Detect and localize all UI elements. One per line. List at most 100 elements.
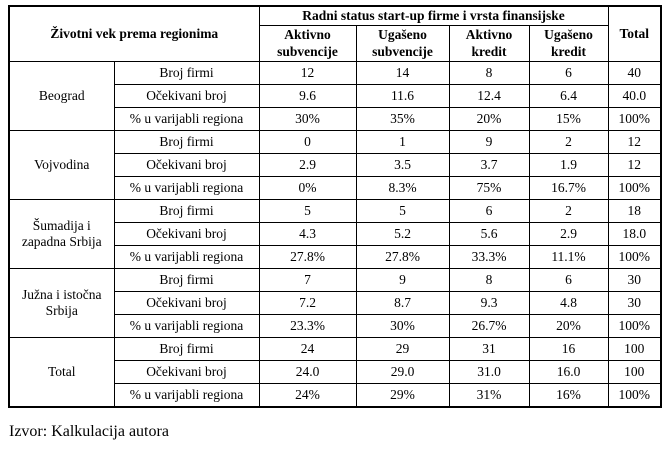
total-value-cell: 100 (607, 337, 662, 362)
table-row: Očekivani broj 4.3 5.2 5.6 2.9 18.0 (9, 222, 662, 247)
value-cell: 30% (355, 314, 450, 339)
stat-label-cell: % u varijabli regiona (113, 107, 260, 132)
stat-label-cell: Očekivani broj (113, 84, 260, 109)
table-row: % u varijabli regiona 0% 8.3% 75% 16.7% … (9, 176, 662, 201)
value-cell: 11.6 (355, 84, 450, 109)
value-cell: 3.7 (448, 153, 530, 178)
stat-label-cell: Broj firmi (113, 337, 260, 362)
value-cell: 33.3% (448, 245, 530, 270)
region-cell-vojvodina: Vojvodina (8, 130, 115, 201)
value-cell: 31 (448, 337, 530, 362)
total-column-header: Total (607, 5, 662, 63)
region-cell-beograd: Beograd (8, 61, 115, 132)
value-cell: 12 (258, 61, 357, 86)
value-cell: 2.9 (258, 153, 357, 178)
value-cell: 30% (258, 107, 357, 132)
stat-label-cell: Očekivani broj (113, 153, 260, 178)
value-cell: 16.7% (528, 176, 609, 201)
corner-header: Životni vek prema regionima (8, 5, 260, 63)
value-cell: 9.6 (258, 84, 357, 109)
value-cell: 5 (258, 199, 357, 224)
value-cell: 2.9 (528, 222, 609, 247)
total-value-cell: 100% (607, 176, 662, 201)
value-cell: 31.0 (448, 360, 530, 385)
stat-label-cell: Očekivani broj (113, 222, 260, 247)
table-row: Total Broj firmi 24 29 31 16 100 (8, 337, 662, 408)
table-row: Šumadija i zapadna Srbija Broj firmi 5 5… (8, 199, 662, 270)
status-group-header: Radni status start-up firme i vrsta fina… (258, 5, 609, 27)
value-cell: 8.7 (355, 291, 450, 316)
value-cell: 6 (528, 61, 609, 86)
stat-label-cell: % u varijabli regiona (113, 245, 260, 270)
value-cell: 24 (258, 337, 357, 362)
total-value-cell: 18.0 (607, 222, 662, 247)
value-cell: 9.3 (448, 291, 530, 316)
value-cell: 20% (448, 107, 530, 132)
column-header-ugaseno-subvencije: Ugašeno subvencije (355, 25, 450, 63)
table-row: % u varijabli regiona 27.8% 27.8% 33.3% … (9, 245, 662, 270)
value-cell: 12.4 (448, 84, 530, 109)
value-cell: 7 (258, 268, 357, 293)
total-value-cell: 12 (607, 130, 662, 155)
table-row: % u varijabli regiona 30% 35% 20% 15% 10… (9, 107, 662, 132)
total-value-cell: 100% (607, 383, 662, 408)
value-cell: 8.3% (355, 176, 450, 201)
value-cell: 27.8% (355, 245, 450, 270)
page: Životni vek prema regionima Radni status… (0, 5, 669, 460)
table-row: % u varijabli regiona 24% 29% 31% 16% 10… (9, 383, 662, 408)
table-row: Beograd Broj firmi 12 14 8 6 40 (8, 61, 662, 132)
value-cell: 24% (258, 383, 357, 408)
value-cell: 5 (355, 199, 450, 224)
value-cell: 27.8% (258, 245, 357, 270)
value-cell: 1 (355, 130, 450, 155)
total-value-cell: 100% (607, 245, 662, 270)
column-header-aktivno-subvencije: Aktivno subvencije (258, 25, 357, 63)
stat-label-cell: Broj firmi (113, 61, 260, 86)
column-header-aktivno-kredit: Aktivno kredit (448, 25, 530, 63)
table-row: Očekivani broj 9.6 11.6 12.4 6.4 40.0 (9, 84, 662, 109)
total-value-cell: 100% (607, 107, 662, 132)
value-cell: 11.1% (528, 245, 609, 270)
value-cell: 35% (355, 107, 450, 132)
value-cell: 4.8 (528, 291, 609, 316)
value-cell: 5.2 (355, 222, 450, 247)
value-cell: 31% (448, 383, 530, 408)
value-cell: 1.9 (528, 153, 609, 178)
value-cell: 29% (355, 383, 450, 408)
crosstab-table: Životni vek prema regionima Radni status… (8, 5, 662, 408)
value-cell: 16% (528, 383, 609, 408)
stat-label-cell: % u varijabli regiona (113, 314, 260, 339)
column-header-ugaseno-kredit: Ugašeno kredit (528, 25, 609, 63)
value-cell: 0% (258, 176, 357, 201)
value-cell: 20% (528, 314, 609, 339)
value-cell: 29.0 (355, 360, 450, 385)
total-value-cell: 100% (607, 314, 662, 339)
value-cell: 75% (448, 176, 530, 201)
total-value-cell: 12 (607, 153, 662, 178)
value-cell: 7.2 (258, 291, 357, 316)
stat-label-cell: Očekivani broj (113, 291, 260, 316)
value-cell: 3.5 (355, 153, 450, 178)
stat-label-cell: Broj firmi (113, 268, 260, 293)
value-cell: 9 (448, 130, 530, 155)
value-cell: 2 (528, 199, 609, 224)
source-note: Izvor: Kalkulacija autora (9, 422, 169, 440)
table-row: Vojvodina Broj firmi 0 1 9 2 12 (8, 130, 662, 201)
stat-label-cell: Broj firmi (113, 199, 260, 224)
total-value-cell: 18 (607, 199, 662, 224)
region-cell-sumadija: Šumadija i zapadna Srbija (8, 199, 115, 270)
value-cell: 0 (258, 130, 357, 155)
total-value-cell: 100 (607, 360, 662, 385)
value-cell: 9 (355, 268, 450, 293)
stat-label-cell: Broj firmi (113, 130, 260, 155)
value-cell: 29 (355, 337, 450, 362)
value-cell: 6 (528, 268, 609, 293)
value-cell: 15% (528, 107, 609, 132)
value-cell: 16 (528, 337, 609, 362)
value-cell: 14 (355, 61, 450, 86)
value-cell: 6 (448, 199, 530, 224)
stat-label-cell: % u varijabli regiona (113, 383, 260, 408)
value-cell: 16.0 (528, 360, 609, 385)
value-cell: 24.0 (258, 360, 357, 385)
region-cell-juzna: Južna i istočna Srbija (8, 268, 115, 339)
